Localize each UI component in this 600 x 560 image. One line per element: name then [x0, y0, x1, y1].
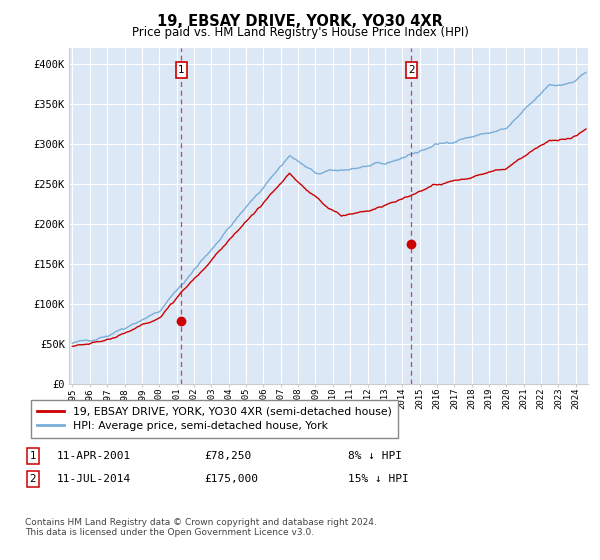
Text: 2: 2 — [29, 474, 37, 484]
Text: £175,000: £175,000 — [204, 474, 258, 484]
Text: 15% ↓ HPI: 15% ↓ HPI — [348, 474, 409, 484]
Text: £78,250: £78,250 — [204, 451, 251, 461]
Legend: 19, EBSAY DRIVE, YORK, YO30 4XR (semi-detached house), HPI: Average price, semi-: 19, EBSAY DRIVE, YORK, YO30 4XR (semi-de… — [31, 400, 398, 437]
Text: 19, EBSAY DRIVE, YORK, YO30 4XR: 19, EBSAY DRIVE, YORK, YO30 4XR — [157, 14, 443, 29]
Text: 8% ↓ HPI: 8% ↓ HPI — [348, 451, 402, 461]
Text: 2: 2 — [408, 65, 415, 75]
Text: Price paid vs. HM Land Registry's House Price Index (HPI): Price paid vs. HM Land Registry's House … — [131, 26, 469, 39]
Text: 11-APR-2001: 11-APR-2001 — [57, 451, 131, 461]
Text: 1: 1 — [29, 451, 37, 461]
Text: Contains HM Land Registry data © Crown copyright and database right 2024.
This d: Contains HM Land Registry data © Crown c… — [25, 518, 377, 538]
Text: 11-JUL-2014: 11-JUL-2014 — [57, 474, 131, 484]
Text: 1: 1 — [178, 65, 185, 75]
